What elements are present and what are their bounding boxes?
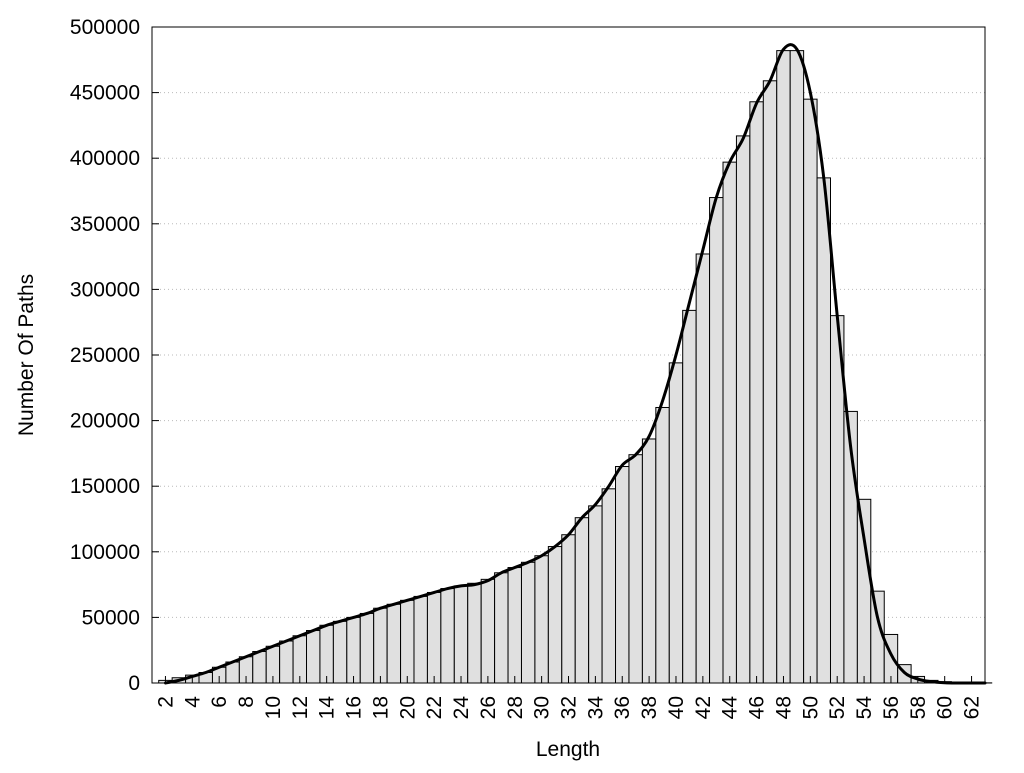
bar (481, 579, 494, 683)
x-tick-label: 40 (665, 696, 688, 719)
x-tick-label: 16 (343, 696, 366, 719)
bar (642, 439, 655, 683)
bar (857, 499, 870, 683)
bar (548, 547, 561, 683)
x-tick-label: 36 (611, 696, 634, 719)
bar (750, 102, 763, 683)
x-tick-label: 2 (154, 696, 177, 708)
x-tick-label: 10 (262, 696, 285, 719)
y-tick-label: 50000 (82, 606, 140, 629)
x-tick-label: 6 (208, 696, 231, 708)
x-tick-label: 26 (477, 696, 500, 719)
x-tick-label: 38 (638, 696, 661, 719)
bar (347, 617, 360, 683)
x-tick-label: 30 (531, 696, 554, 719)
bar (817, 178, 830, 683)
x-tick-label: 62 (961, 696, 984, 719)
bar (374, 608, 387, 683)
bar (293, 636, 306, 683)
bar (683, 310, 696, 683)
y-tick-label: 450000 (70, 82, 140, 105)
bar (508, 568, 521, 683)
y-tick-label: 500000 (70, 16, 140, 39)
bar (280, 641, 293, 683)
y-tick-label: 300000 (70, 278, 140, 301)
bar (401, 600, 414, 683)
bar (562, 535, 575, 683)
x-tick-label: 46 (746, 696, 769, 719)
bar (575, 518, 588, 683)
bar (804, 99, 817, 683)
x-tick-label: 34 (584, 696, 607, 720)
bar (723, 162, 736, 683)
bar (777, 51, 790, 683)
x-tick-label: 24 (450, 696, 473, 720)
bar (602, 489, 615, 683)
x-tick-label: 54 (853, 696, 876, 720)
bar (763, 81, 776, 683)
bar (589, 506, 602, 683)
x-tick-label: 58 (907, 696, 930, 719)
bars (159, 51, 992, 683)
x-tick-label: 12 (289, 696, 312, 719)
x-tick-label: 18 (369, 696, 392, 719)
x-tick-label: 14 (316, 696, 339, 720)
bar (360, 613, 373, 683)
bar (441, 589, 454, 683)
x-axis-label: Length (536, 738, 600, 761)
bar (307, 631, 320, 683)
x-tick-label: 44 (719, 696, 742, 720)
y-tick-label: 350000 (70, 213, 140, 236)
bar (616, 467, 629, 683)
bar (656, 407, 669, 683)
bar (629, 455, 642, 683)
x-tick-label: 60 (934, 696, 957, 719)
bar (253, 652, 266, 683)
x-tick-label: 32 (558, 696, 581, 719)
bar (669, 363, 682, 683)
x-tick-label: 8 (235, 696, 258, 708)
y-tick-label: 100000 (70, 541, 140, 564)
x-tick-label: 22 (423, 696, 446, 719)
y-tick-label: 0 (128, 672, 140, 695)
y-tick-label: 200000 (70, 410, 140, 433)
x-tick-label: 52 (826, 696, 849, 719)
y-axis-label: Number Of Paths (15, 274, 38, 436)
bar (696, 254, 709, 683)
x-tick-label: 4 (181, 696, 204, 708)
bar (454, 586, 467, 683)
bar (790, 51, 803, 683)
x-tick-label: 20 (396, 696, 419, 719)
bar (414, 596, 427, 683)
x-tick-label: 56 (880, 696, 903, 719)
y-tick-label: 150000 (70, 475, 140, 498)
bar (468, 583, 481, 683)
bar (495, 573, 508, 683)
bar (710, 198, 723, 683)
bar (535, 556, 548, 683)
bar (387, 604, 400, 683)
bar (333, 621, 346, 683)
bar (427, 592, 440, 683)
y-axis: 0 50000 100000 150000 200000 250000 300000 3500… (70, 16, 159, 695)
bar (521, 562, 534, 683)
x-tick-label: 48 (772, 696, 795, 719)
y-tick-label: 400000 (70, 147, 140, 170)
bar (736, 136, 749, 683)
y-tick-label: 250000 (70, 344, 140, 367)
bar (320, 625, 333, 683)
x-tick-label: 42 (692, 696, 715, 719)
x-tick-label: 28 (504, 696, 527, 719)
x-tick-label: 50 (799, 696, 822, 719)
